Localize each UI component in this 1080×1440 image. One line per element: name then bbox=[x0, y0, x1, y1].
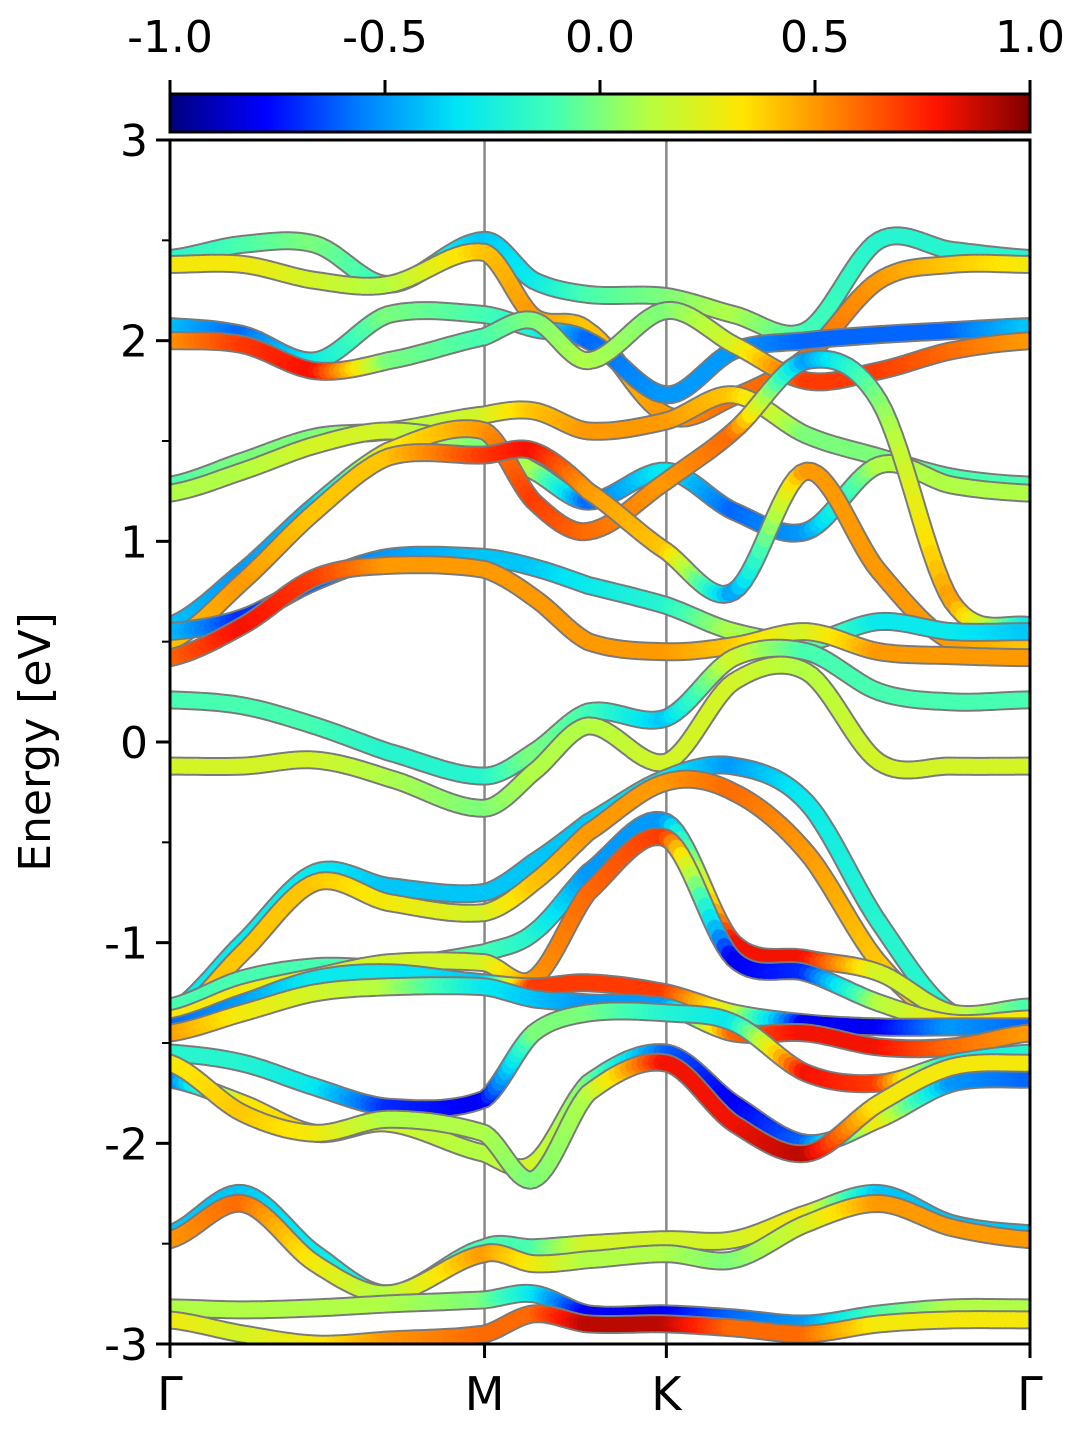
colorbar-tick-label: -0.5 bbox=[342, 12, 428, 63]
kpoint-label: Γ bbox=[157, 1367, 183, 1421]
band-10 bbox=[171, 638, 1029, 786]
y-tick-label: -3 bbox=[104, 1320, 148, 1371]
y-tick-label: 3 bbox=[120, 116, 148, 167]
kpoint-label: Γ bbox=[1017, 1367, 1043, 1421]
plot-background bbox=[170, 140, 1030, 1344]
y-tick-label: -1 bbox=[104, 919, 148, 970]
band-segment bbox=[1016, 1025, 1029, 1042]
colorbar-tick-label: 0.0 bbox=[565, 12, 635, 63]
y-axis-label: Energy [eV] bbox=[10, 612, 61, 872]
y-tick-label: 2 bbox=[120, 317, 148, 368]
band-segment bbox=[1016, 1231, 1029, 1248]
band-18 bbox=[171, 1001, 1029, 1119]
band-24 bbox=[171, 1304, 1029, 1343]
y-axis: -3 -2 -1 0 1 2 3 bbox=[104, 116, 170, 1371]
band-23 bbox=[171, 1283, 1029, 1334]
band-3 bbox=[171, 300, 1029, 392]
band-9 bbox=[171, 555, 1029, 668]
colorbar-tick-label: 0.5 bbox=[780, 12, 850, 63]
colorbar-tick-label: 1.0 bbox=[995, 12, 1065, 63]
band-22 bbox=[171, 1193, 1029, 1304]
colorbar-gradient bbox=[170, 94, 1030, 132]
colorbar-tick-label: -1.0 bbox=[127, 12, 213, 63]
y-tick-label: 0 bbox=[120, 718, 148, 769]
colorbar: -1.0 -0.5 0.0 0.5 1.0 bbox=[127, 12, 1065, 134]
y-tick-label: -2 bbox=[104, 1119, 148, 1170]
colorbar-ticks: -1.0 -0.5 0.0 0.5 1.0 bbox=[127, 12, 1065, 94]
band-20 bbox=[171, 1052, 1029, 1190]
kpoint-label: M bbox=[465, 1367, 505, 1421]
bands bbox=[171, 226, 1029, 1343]
band-11 bbox=[171, 655, 1029, 818]
kpoint-label: K bbox=[651, 1367, 683, 1421]
plot-area: -3 -2 -1 0 1 2 3 Γ M K Γ Energy [eV] bbox=[10, 116, 1043, 1421]
y-tick-label: 1 bbox=[120, 517, 148, 568]
